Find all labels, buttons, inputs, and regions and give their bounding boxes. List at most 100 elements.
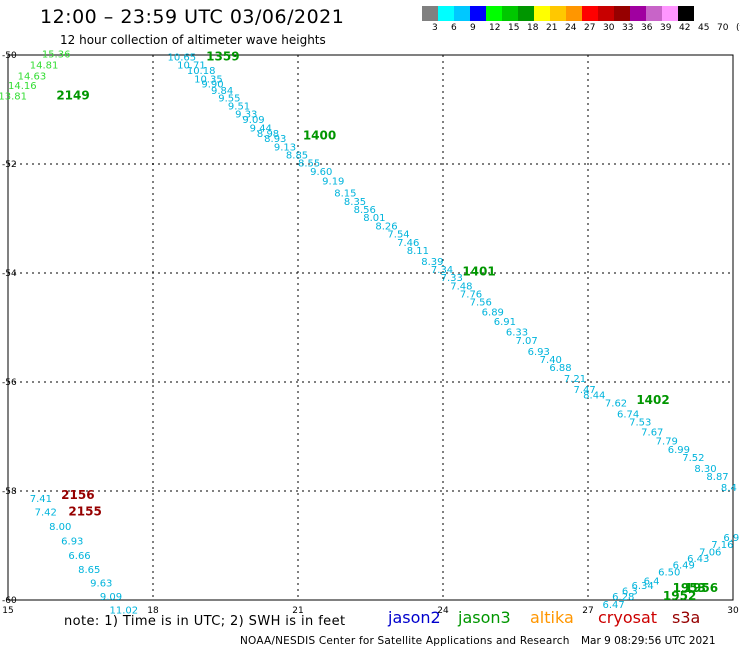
color-scale-label: 9 — [470, 23, 476, 33]
color-scale-label: 39 — [660, 23, 672, 33]
wave-height-label: 9.33 — [235, 110, 257, 121]
color-swatch — [438, 6, 454, 21]
wave-height-label: 8.87 — [706, 472, 728, 483]
pass-time-label: 1359 — [206, 49, 239, 63]
pass-time-label: 1953 — [673, 581, 706, 595]
wave-height-label: 6.9 — [723, 533, 739, 544]
wave-height-label: 6.49 — [673, 560, 695, 571]
wave-height-label: 7.48 — [450, 281, 472, 292]
wave-height-label: 6.33 — [506, 328, 528, 339]
wave-height-label: 7.52 — [682, 453, 704, 464]
wave-height-label: 14.16 — [8, 81, 37, 92]
color-scale-label: 24 — [565, 23, 577, 33]
wave-height-label: 6.88 — [549, 363, 571, 374]
color-swatch — [630, 6, 646, 21]
wave-height-label: 7.53 — [629, 418, 651, 429]
wave-height-label: 9.63 — [90, 578, 112, 589]
wave-height-label: 6.74 — [617, 409, 639, 420]
wave-height-label: 8.98 — [257, 129, 279, 140]
pass-time-label: 1402 — [636, 393, 669, 407]
color-swatch — [454, 6, 470, 21]
wave-height-label: 7.76 — [460, 290, 482, 301]
wave-height-label: 14.63 — [18, 72, 47, 83]
wave-height-label: 7.40 — [540, 355, 562, 366]
plot-frame — [7, 54, 734, 601]
color-swatch — [582, 6, 598, 21]
wave-height-label: 8.26 — [375, 221, 397, 232]
wave-height-label: 10.35 — [194, 74, 223, 85]
pass-time-label: 1952 — [663, 589, 696, 603]
wave-height-label: 7.47 — [574, 385, 596, 396]
wave-height-label: 11.02 — [110, 606, 139, 617]
wave-height-label: 8.35 — [344, 197, 366, 208]
legend-s3a: s3a — [672, 608, 701, 627]
generated-date: Mar 9 08:29:56 UTC 2021 — [581, 635, 716, 647]
pass-time-label: 2149 — [56, 89, 89, 103]
color-swatch — [422, 6, 438, 21]
wave-height-label: 8.4 — [721, 483, 737, 494]
wave-height-label: 6.28 — [612, 592, 634, 603]
wave-height-label: 8.11 — [407, 246, 429, 257]
wave-height-label: 6.99 — [668, 445, 690, 456]
wave-height-label: 15.36 — [42, 50, 71, 61]
wave-height-label: 6.47 — [603, 600, 625, 611]
wave-height-label: 7.33 — [441, 273, 463, 284]
wave-height-label: 14.81 — [30, 61, 59, 72]
color-scale-label: 21 — [546, 23, 558, 33]
wave-height-label: 9.60 — [310, 167, 332, 178]
wave-height-label: 6.3 — [622, 587, 638, 598]
wave-height-label: 9.09 — [242, 115, 264, 126]
wave-height-label: 7.41 — [30, 494, 52, 505]
wave-height-label: 7.54 — [387, 230, 409, 241]
wave-height-label: 6.34 — [632, 581, 654, 592]
wave-height-label: 8.56 — [354, 205, 376, 216]
color-swatch — [486, 6, 502, 21]
pass-time-label: 1956 — [685, 581, 718, 595]
wave-height-label: 9.09 — [100, 592, 122, 603]
wave-height-label: 9.51 — [228, 102, 250, 113]
x-tick-label: 15 — [2, 606, 13, 616]
y-tick-label: -54 — [2, 269, 17, 279]
wave-height-label: 8.85 — [286, 151, 308, 162]
wave-height-label: 6.93 — [528, 347, 550, 358]
wave-height-label: 10.18 — [187, 66, 216, 77]
wave-height-label: 10.71 — [177, 61, 206, 72]
color-scale-label: 42 — [679, 23, 691, 33]
color-swatch — [534, 6, 550, 21]
x-tick-label: 18 — [147, 606, 159, 616]
color-swatch — [470, 6, 486, 21]
legend-altika: altika — [530, 608, 574, 627]
color-scale-bar — [422, 6, 694, 21]
wave-height-label: 8.44 — [583, 390, 605, 401]
wave-height-label: 8.65 — [78, 565, 100, 576]
wave-height-label: 9.44 — [250, 123, 272, 134]
color-scale-label: 70 — [717, 23, 729, 33]
wave-height-label: 8.55 — [298, 159, 320, 170]
color-swatch — [518, 6, 534, 21]
chart-subtitle: 12 hour collection of altimeter wave hei… — [60, 33, 326, 47]
legend-jason2: jason2 — [388, 608, 441, 627]
wave-height-label: 6.50 — [658, 567, 680, 578]
y-tick-label: -52 — [2, 160, 17, 170]
color-swatch — [662, 6, 678, 21]
pass-time-label: 1400 — [303, 128, 336, 142]
wave-height-label: 6.91 — [494, 317, 516, 328]
color-swatch — [646, 6, 662, 21]
wave-height-label: 13.81 — [0, 92, 27, 103]
color-scale-label: 36 — [641, 23, 653, 33]
legend-cryosat: cryosat — [598, 608, 658, 627]
legend-jason3: jason3 — [458, 608, 511, 627]
x-tick-label: 24 — [437, 606, 449, 616]
color-scale-label: 30 — [603, 23, 615, 33]
wave-height-label: 8.30 — [694, 464, 716, 475]
wave-height-label: 7.62 — [605, 399, 627, 410]
wave-height-label: 8.01 — [363, 213, 385, 224]
color-swatch — [502, 6, 518, 21]
wave-height-label: 7.79 — [656, 437, 678, 448]
pass-time-label: 1401 — [462, 265, 495, 279]
wave-height-label: 8.39 — [421, 257, 443, 268]
color-scale-label: 12 — [489, 23, 501, 33]
wave-height-label: 7.56 — [470, 298, 492, 309]
wave-height-label: 6.93 — [61, 536, 83, 547]
